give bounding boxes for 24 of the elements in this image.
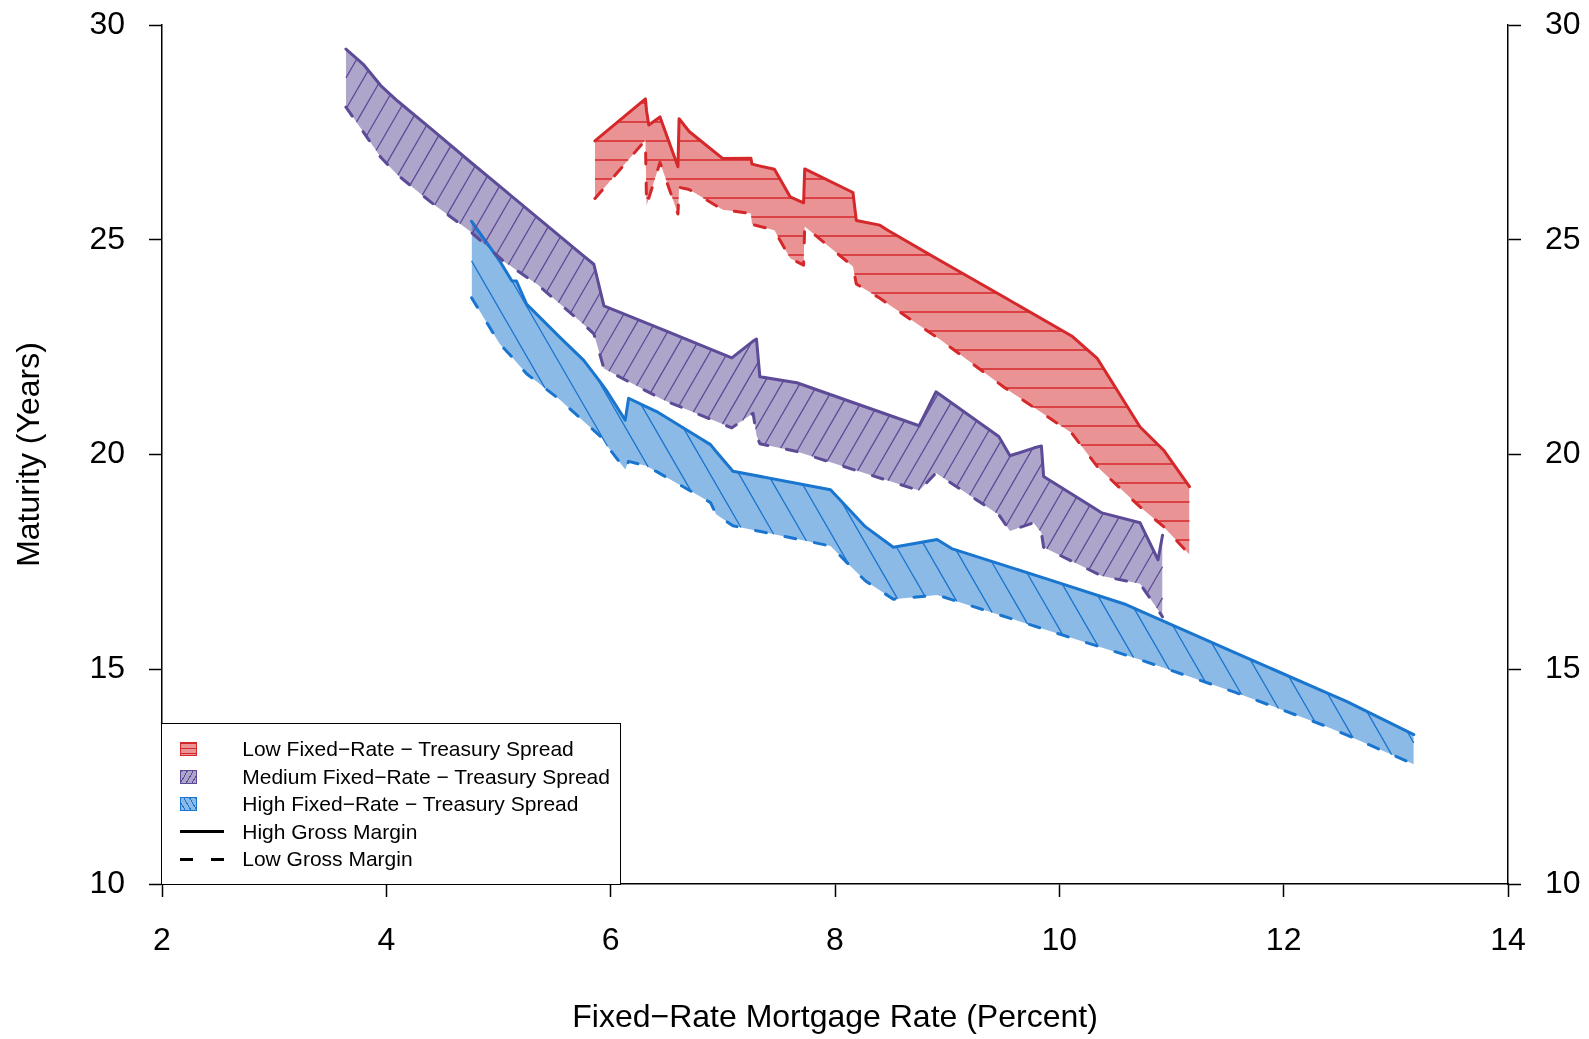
x-tick-label: 8: [826, 920, 844, 957]
y-axis-title: Maturity (Years): [9, 342, 46, 567]
y-tick-label: 15: [89, 649, 125, 686]
y2-tick-label: 15: [1545, 649, 1581, 686]
y-tick-label: 10: [89, 863, 125, 900]
y-tick-label: 20: [89, 434, 125, 471]
legend-label: High Gross Margin: [242, 819, 418, 844]
x-tick-label: 14: [1490, 920, 1526, 957]
y2-tick-label: 25: [1545, 219, 1581, 256]
y2-tick-label: 10: [1545, 863, 1581, 900]
y-tick-label: 30: [89, 4, 125, 41]
y-tick-label: 25: [89, 219, 125, 256]
legend-label: High Fixed−Rate − Treasury Spread: [242, 792, 579, 817]
legend-label: Medium Fixed−Rate − Treasury Spread: [242, 764, 610, 789]
legend-label: Low Fixed−Rate − Treasury Spread: [242, 737, 574, 762]
x-tick-label: 12: [1265, 920, 1302, 957]
x-tick-label: 6: [601, 920, 620, 957]
y2-tick-label: 20: [1545, 434, 1581, 471]
y2-tick-label: 30: [1545, 4, 1581, 41]
x-axis-title: Fixed−Rate Mortgage Rate (Percent): [572, 997, 1098, 1034]
legend-label: Low Gross Margin: [242, 847, 413, 872]
x-tick-label: 4: [377, 920, 396, 957]
x-tick-label: 2: [153, 920, 171, 957]
x-tick-label: 10: [1041, 920, 1078, 957]
